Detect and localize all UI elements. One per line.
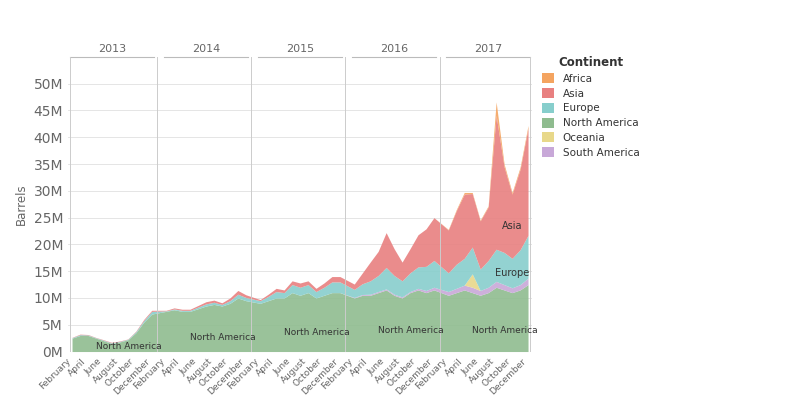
Text: Asia: Asia — [502, 221, 522, 231]
Text: North America: North America — [96, 342, 162, 351]
Text: 2014: 2014 — [192, 44, 220, 54]
Text: North America: North America — [378, 326, 444, 335]
Text: North America: North America — [472, 326, 538, 335]
Text: North America: North America — [284, 328, 350, 337]
Legend: Africa, Asia, Europe, North America, Oceania, South America: Africa, Asia, Europe, North America, Oce… — [542, 56, 639, 157]
Text: 2015: 2015 — [286, 44, 314, 54]
Text: Europe: Europe — [495, 268, 530, 278]
Text: North America: North America — [190, 333, 256, 342]
Text: 2017: 2017 — [474, 44, 502, 54]
Text: 2013: 2013 — [98, 44, 126, 54]
Y-axis label: Barrels: Barrels — [15, 183, 28, 225]
Text: 2016: 2016 — [380, 44, 408, 54]
